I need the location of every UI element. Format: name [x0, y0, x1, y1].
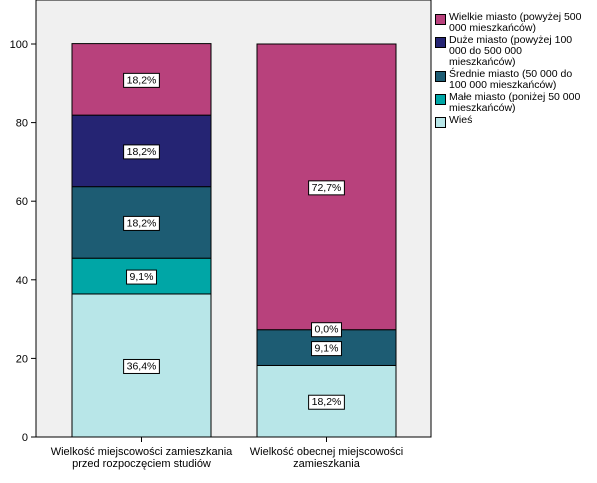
legend-label-line: Wieś	[449, 114, 473, 126]
legend-swatch	[435, 71, 446, 82]
legend-item: Wielkie miasto (powyżej 500 000 mieszkańc…	[435, 12, 595, 34]
legend-label-line: mieszkańców)	[449, 102, 516, 114]
legend-label-line: Duże miasto (powyżej 100	[449, 34, 573, 46]
data-label-box	[123, 358, 160, 374]
legend-item: Wieś	[435, 115, 595, 128]
data-label-text: 0,0%	[315, 324, 339, 336]
legend-label: Małe miasto (poniżej 50 000 mieszkańców)	[449, 92, 580, 114]
data-label: 18,2%	[123, 144, 160, 160]
data-label-box	[123, 72, 160, 88]
data-label-text: 18,2%	[127, 146, 157, 158]
y-tick-label: 40	[16, 275, 28, 287]
data-label-box	[308, 394, 345, 410]
legend-label-line: mieszkańców)	[449, 56, 516, 68]
legend-swatch	[435, 94, 446, 105]
data-label: 18,2%	[123, 72, 160, 88]
data-label-text: 72,7%	[312, 182, 342, 194]
y-axis: 0 20 40 60 80 100	[10, 39, 36, 444]
y-tick-label: 0	[22, 432, 28, 444]
legend-label: Duże miasto (powyżej 100 000 do 500 000 mi…	[449, 35, 572, 68]
x-tick-label: zamieszkania	[293, 458, 361, 470]
legend: Wielkie miasto (powyżej 500 000 mieszkańc…	[435, 12, 595, 129]
data-label-text: 36,4%	[127, 360, 157, 372]
data-label: 18,2%	[308, 394, 345, 410]
data-label-text: 9,1%	[130, 271, 154, 283]
data-label-box	[123, 215, 160, 231]
legend-swatch	[435, 117, 446, 128]
data-label-box	[123, 144, 160, 160]
data-label: 36,4%	[123, 358, 160, 374]
data-label: 72,7%	[308, 180, 345, 196]
legend-swatch	[435, 37, 446, 48]
data-label-box	[126, 269, 157, 285]
data-label: 18,2%	[123, 215, 160, 231]
y-tick-label: 20	[16, 353, 28, 365]
data-label-text: 18,2%	[127, 217, 157, 229]
legend-label-line: Małe miasto (poniżej 50 000	[449, 91, 581, 103]
x-axis: Wielkość miejscowości zamieszkaniaprzed …	[51, 437, 403, 470]
data-label-text: 18,2%	[312, 396, 342, 408]
data-label-box	[311, 322, 342, 338]
legend-label: Wielkie miasto (powyżej 500 000 mieszkańc…	[449, 12, 581, 34]
legend-swatch	[435, 14, 446, 25]
y-tick-label: 100	[10, 39, 28, 51]
data-label: 9,1%	[126, 269, 157, 285]
legend-item: Małe miasto (poniżej 50 000 mieszkańców)	[435, 92, 595, 114]
legend-label-line: Średnie miasto (50 000 do	[449, 68, 573, 80]
x-tick-label: przed rozpoczęciem studiów	[72, 458, 211, 470]
data-labels: 36,4% 9,1% 18,2% 18,2% 18,2% 18,2% 9,1% 0,0% 72,…	[123, 72, 345, 410]
data-label: 9,1%	[311, 341, 342, 357]
legend-item: Średnie miasto (50 000 do 100 000 mieszka…	[435, 69, 595, 91]
data-label-box	[308, 180, 345, 196]
legend-label-line: 000 mieszkańców)	[449, 22, 536, 34]
legend-label: Średnie miasto (50 000 do 100 000 mieszka…	[449, 69, 572, 91]
y-tick-label: 60	[16, 196, 28, 208]
x-tick-label: Wielkość obecnej miejscowości	[250, 446, 403, 458]
data-label-text: 9,1%	[315, 343, 339, 355]
legend-label-line: 100 000 mieszkańców)	[449, 79, 557, 91]
legend-label: Wieś	[449, 115, 472, 126]
y-tick-label: 80	[16, 118, 28, 130]
x-tick-label: Wielkość miejscowości zamieszkania	[51, 446, 233, 458]
legend-label-line: 000 do 500 000	[449, 45, 522, 57]
legend-item: Duże miasto (powyżej 100 000 do 500 000 mi…	[435, 35, 595, 68]
data-label: 0,0%	[311, 322, 342, 338]
data-label-box	[311, 341, 342, 357]
legend-label-line: Wielkie miasto (powyżej 500	[449, 11, 582, 23]
data-label-text: 18,2%	[127, 74, 157, 86]
